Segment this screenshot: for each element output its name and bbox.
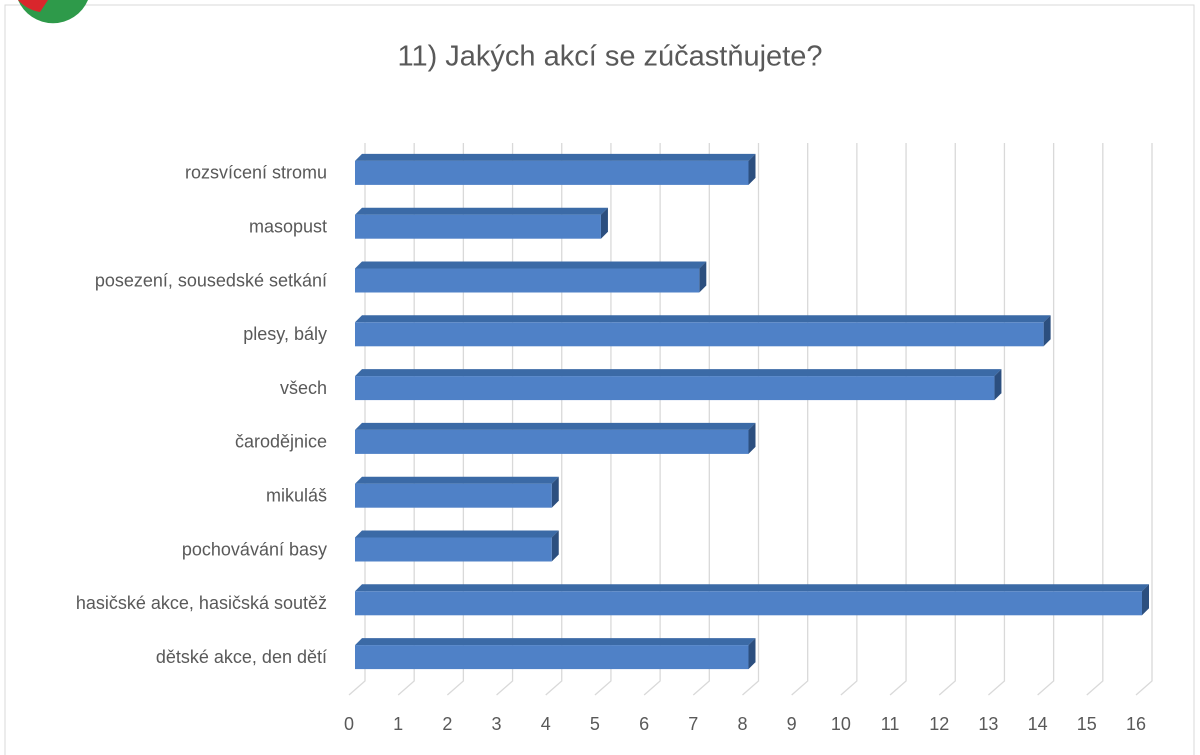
- bar-side: [748, 638, 756, 670]
- grid-line: [1086, 143, 1104, 696]
- bar-side: [1142, 584, 1149, 616]
- bar-top: [355, 584, 1149, 592]
- bar-side: [994, 369, 1002, 401]
- logo-part: [18, 0, 48, 12]
- x-tick-label: 9: [787, 714, 797, 734]
- bar: [355, 429, 749, 454]
- bar: [355, 591, 1142, 616]
- y-tick-label: pochovávání basy: [182, 539, 327, 559]
- x-tick-label: 16: [1126, 714, 1146, 734]
- bar-side: [551, 476, 559, 508]
- bar-top: [355, 207, 608, 215]
- y-tick-label: čarodějnice: [235, 432, 327, 452]
- x-tick-label: 5: [590, 714, 600, 734]
- bar: [355, 214, 601, 239]
- y-tick-label: všech: [280, 378, 327, 398]
- bar-side: [748, 153, 756, 185]
- x-tick-label: 0: [344, 714, 354, 734]
- grid-line: [1037, 143, 1055, 696]
- y-tick-label: rozsvícení stromu: [185, 163, 327, 183]
- bar: [355, 376, 995, 401]
- bar: [355, 483, 552, 508]
- y-tick-label: hasičské akce, hasičská soutěž: [76, 593, 327, 613]
- bar-top: [355, 261, 707, 269]
- x-tick-label: 15: [1077, 714, 1097, 734]
- grid-line: [1135, 143, 1153, 696]
- bar: [355, 160, 749, 185]
- x-tick-label: 13: [978, 714, 998, 734]
- bar-side: [551, 530, 559, 562]
- bar-side: [748, 422, 756, 454]
- x-tick-label: 7: [688, 714, 698, 734]
- bar-top: [355, 315, 1051, 323]
- x-tick-label: 2: [442, 714, 452, 734]
- x-tick-label: 14: [1028, 714, 1048, 734]
- y-tick-label: masopust: [249, 216, 327, 236]
- bar: [355, 537, 552, 562]
- bar-side: [1043, 315, 1051, 347]
- bar-top: [355, 369, 1002, 377]
- bar-top: [355, 638, 756, 646]
- y-tick-label: dětské akce, den dětí: [156, 647, 327, 667]
- y-tick-label: plesy, bály: [243, 324, 327, 344]
- y-tick-label: posezení, sousedské setkání: [95, 270, 327, 290]
- x-tick-label: 10: [831, 714, 851, 734]
- x-tick-label: 12: [929, 714, 949, 734]
- x-tick-label: 8: [737, 714, 747, 734]
- x-tick-label: 6: [639, 714, 649, 734]
- x-tick-label: 11: [881, 714, 900, 734]
- bar-top: [355, 422, 756, 430]
- y-tick-label: mikuláš: [266, 485, 327, 505]
- x-tick-label: 3: [492, 714, 502, 734]
- bar-side: [600, 207, 608, 239]
- x-tick-label: 4: [541, 714, 551, 734]
- x-tick-label: 1: [393, 714, 403, 734]
- bar-top: [355, 476, 559, 484]
- bar: [355, 322, 1044, 347]
- bar: [355, 645, 749, 670]
- bar-top: [355, 153, 756, 161]
- bar-side: [699, 261, 707, 293]
- chart-title: 11) Jakých akcí se zúčastňujete?: [397, 41, 822, 73]
- bar-top: [355, 530, 559, 538]
- bar: [355, 268, 700, 293]
